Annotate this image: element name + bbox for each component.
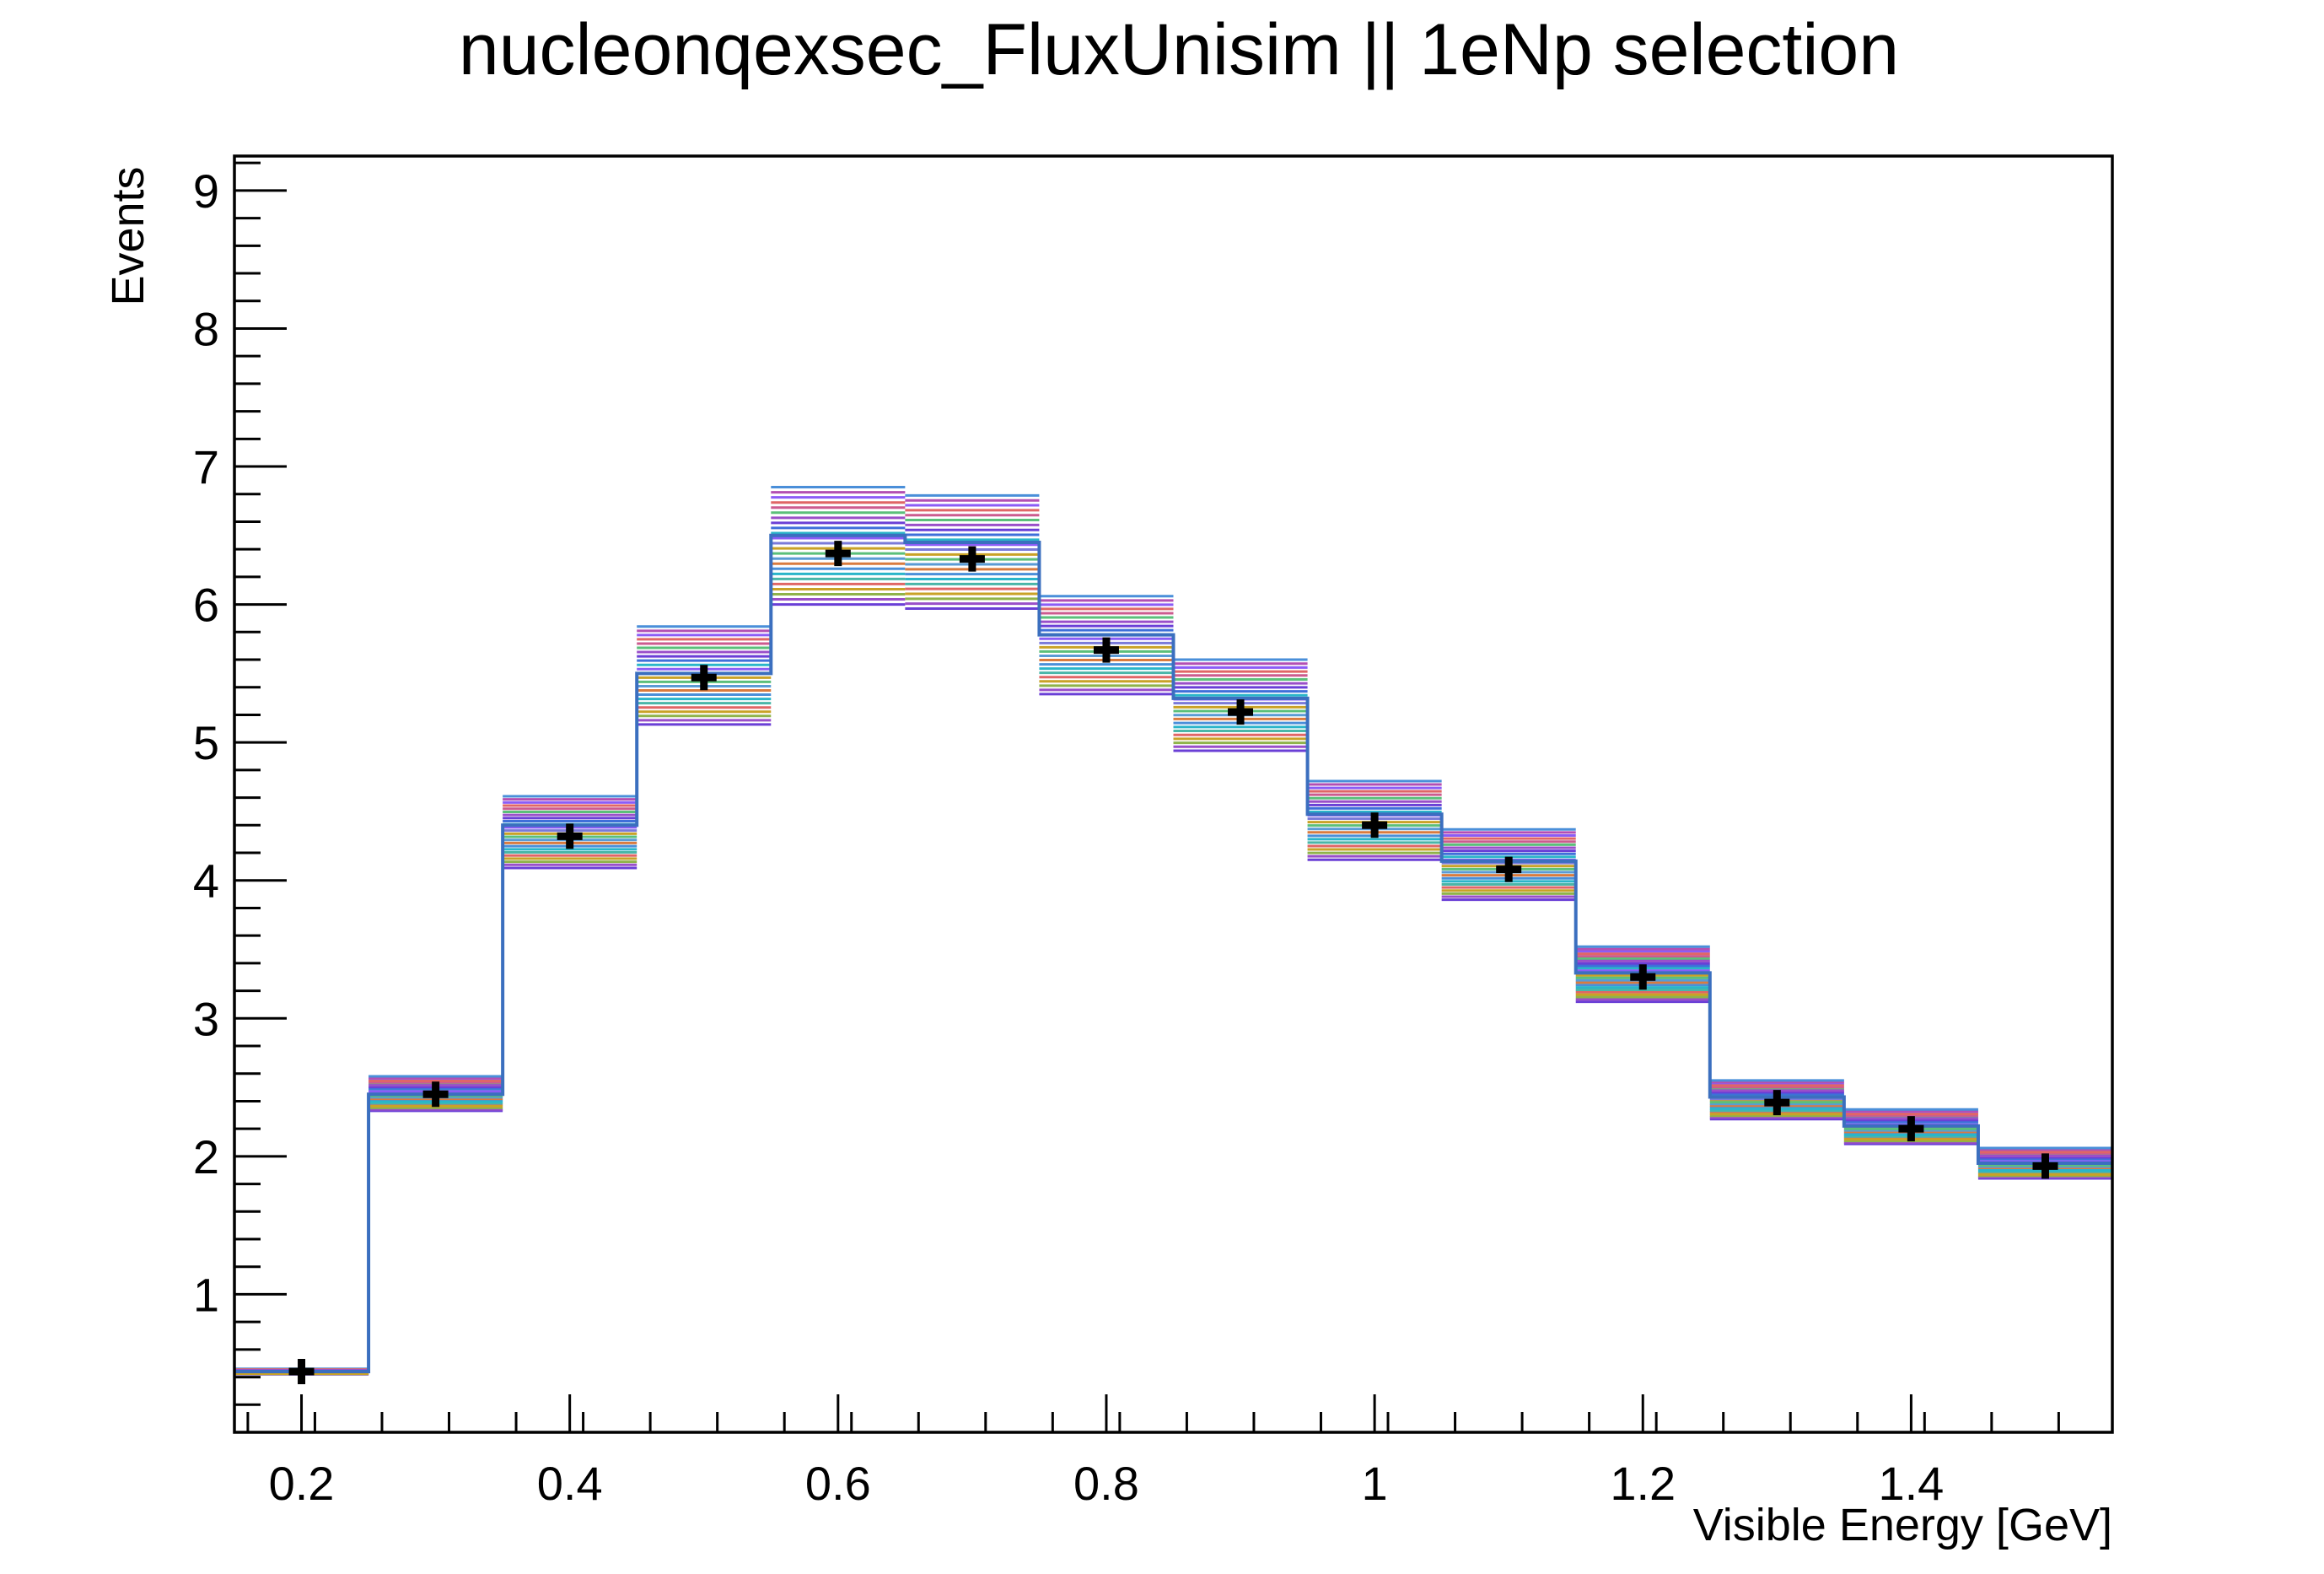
data-point: [825, 541, 851, 567]
y-tick-label: 2: [193, 1130, 219, 1183]
data-point: [2032, 1153, 2058, 1179]
y-tick-label: 9: [193, 164, 219, 218]
data-point: [422, 1081, 449, 1108]
y-axis-label: Events: [103, 166, 153, 305]
x-axis-label: Visible Energy [GeV]: [1693, 1500, 2112, 1550]
y-tick-label: 7: [193, 440, 219, 493]
data-point: [1362, 812, 1388, 838]
plot-axes: 1 2 3 4 5 6 7 8 9 0.2 0.4 0.6 0.8 1 1.2 1.4: [193, 161, 2060, 1510]
data-point: [288, 1359, 315, 1385]
x-tick-label: 0.4: [537, 1457, 603, 1510]
data-point: [557, 823, 583, 849]
x-tick-label: 0.6: [805, 1457, 871, 1510]
y-tick-label: 4: [193, 854, 219, 908]
plot-frame: [233, 154, 2114, 1434]
data-markers: [288, 541, 2058, 1385]
data-point: [1764, 1090, 1790, 1116]
data-point: [1228, 699, 1254, 725]
data-point: [1898, 1116, 1924, 1142]
data-point: [959, 546, 985, 572]
y-tick-label: 8: [193, 302, 219, 355]
x-tick-label: 0.2: [269, 1457, 335, 1510]
data-point: [1630, 964, 1656, 990]
central-value-histogram: [234, 533, 2112, 1374]
x-tick-label: 0.8: [1073, 1457, 1139, 1510]
x-tick-label: 1.4: [1878, 1457, 1944, 1510]
x-tick-label: 1.2: [1610, 1457, 1676, 1510]
data-point: [691, 665, 717, 691]
y-tick-label: 5: [193, 716, 219, 769]
y-tick-label: 6: [193, 579, 219, 632]
chart-title: nucleonqexsec_FluxUnisim || 1eNp selecti…: [459, 9, 1899, 90]
data-point: [1093, 637, 1119, 663]
x-tick-label: 1: [1362, 1457, 1388, 1510]
y-tick-label: 1: [193, 1268, 219, 1321]
central-value-step-line: [234, 533, 2112, 1374]
y-tick-label: 3: [193, 992, 219, 1045]
universe-variations: [234, 486, 2112, 1376]
data-point: [1496, 856, 1522, 882]
